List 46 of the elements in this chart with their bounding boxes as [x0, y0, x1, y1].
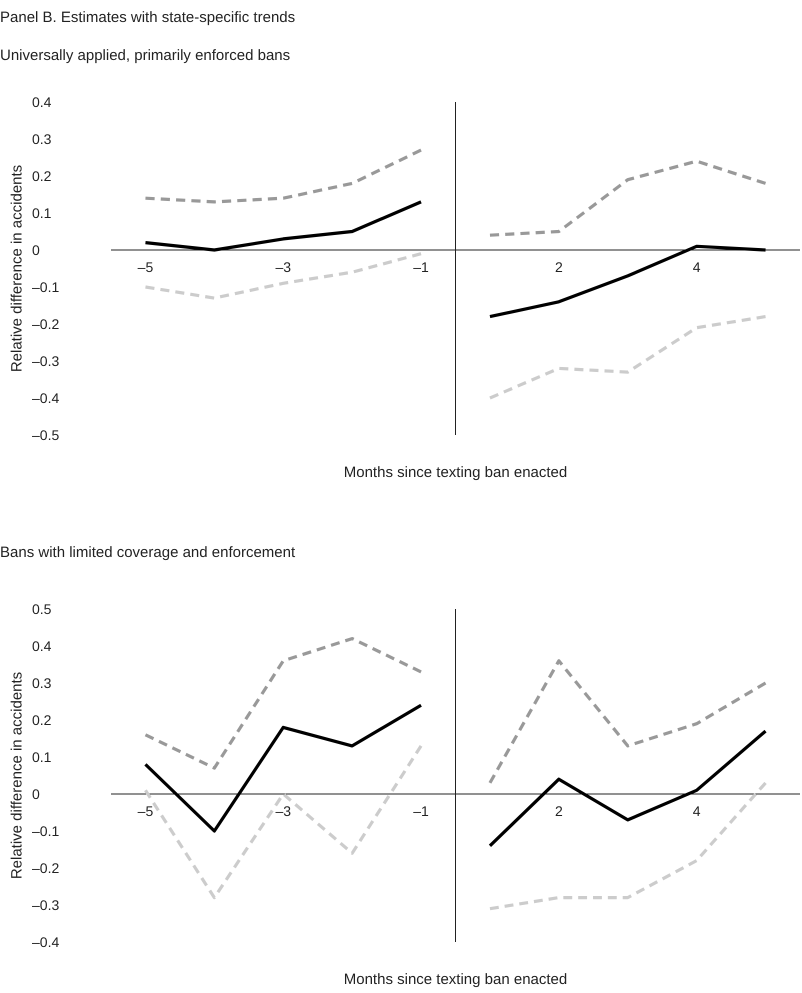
- y-tick-label: –0.2: [32, 860, 60, 876]
- x-tick-label: –5: [138, 258, 154, 275]
- y-tick-label: –0.1: [32, 822, 60, 839]
- line-series: [144, 637, 423, 770]
- y-axis-title: Relative difference in accidents: [8, 672, 26, 880]
- x-tick-label: –3: [275, 802, 292, 819]
- y-tick-label: 0: [32, 786, 40, 802]
- chart-title: Panel B. Estimates with state-specific trends: [0, 9, 296, 26]
- y-tick-label: –0.2: [32, 316, 60, 332]
- y-axis-title: Relative difference in accidents: [8, 164, 26, 372]
- y-tick-label: 0.1: [32, 748, 52, 765]
- y-tick-label: 0.3: [32, 674, 52, 691]
- y-tick-label: –0.3: [32, 896, 60, 913]
- line-series: [488, 781, 768, 910]
- line-series: [488, 315, 768, 400]
- line-series: [488, 160, 768, 237]
- y-tick-label: 0.4: [32, 638, 52, 654]
- x-tick-label: 4: [692, 258, 701, 275]
- y-tick-label: 0.2: [32, 168, 52, 184]
- chart-subtitle: Universally applied, primarily enforced bans: [0, 47, 290, 64]
- y-tick-label: –0.1: [32, 278, 60, 295]
- line-series: [144, 200, 423, 252]
- x-tick-label: –1: [413, 258, 430, 275]
- y-tick-label: 0.5: [32, 600, 52, 617]
- y-tick-label: 0.2: [32, 712, 52, 728]
- y-tick-label: –0.3: [32, 352, 60, 369]
- chart-title: Bans with limited coverage and enforcement: [0, 544, 296, 561]
- y-tick-label: 0.1: [32, 204, 52, 221]
- line-series: [488, 244, 768, 318]
- x-tick-label: –1: [413, 802, 430, 819]
- x-tick-label: –5: [138, 802, 154, 819]
- y-tick-label: 0.3: [32, 130, 52, 147]
- y-tick-label: –0.5: [32, 426, 60, 443]
- x-tick-label: 4: [692, 802, 701, 819]
- x-tick-label: 2: [554, 802, 563, 819]
- y-tick-label: –0.4: [32, 934, 60, 950]
- x-tick-label: –3: [275, 258, 292, 275]
- x-axis-title: Months since texting ban enacted: [344, 971, 568, 988]
- line-series: [488, 659, 768, 784]
- line-series: [488, 730, 768, 848]
- x-tick-label: 2: [554, 258, 563, 275]
- x-axis-title: Months since texting ban enacted: [344, 464, 568, 481]
- line-series: [144, 148, 423, 204]
- y-tick-label: –0.4: [32, 390, 60, 406]
- y-tick-label: 0: [32, 242, 40, 258]
- y-tick-label: 0.4: [32, 94, 52, 110]
